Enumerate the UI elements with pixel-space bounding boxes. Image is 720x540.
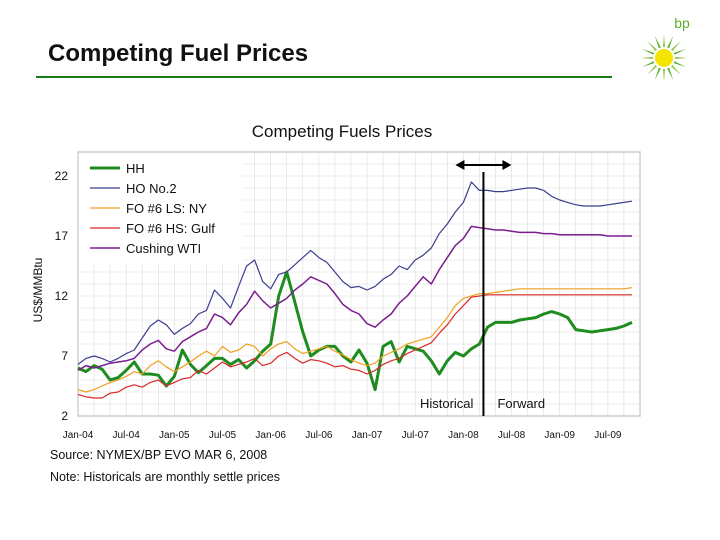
legend-label: HO No.2	[126, 181, 177, 196]
x-tick-label: Jan-04	[63, 430, 94, 441]
y-axis-label: US$/MMBtu	[31, 258, 45, 323]
x-tick-label: Jan-05	[159, 430, 190, 441]
legend: HH HO No.2 FO #6 LS: NY FO #6 HS: Gulf Cushi…	[79, 153, 243, 265]
logo-petal	[671, 48, 687, 56]
logo-petal	[647, 41, 659, 53]
chart-title: Competing Fuels Prices	[252, 122, 432, 141]
region-label-forward: Forward	[497, 396, 545, 411]
historicals-note: Note: Historicals are monthly settle pri…	[50, 470, 280, 484]
logo-petal	[654, 35, 662, 51]
y-tick-labels: 22 17 12 7 2	[55, 169, 69, 423]
series-line-hh	[77, 270, 633, 392]
x-tick-label: Jul-06	[305, 430, 333, 441]
series-line-ho-no-2	[77, 181, 633, 365]
logo-petal	[641, 48, 657, 56]
x-tick-label: Jul-07	[402, 430, 430, 441]
legend-label: HH	[126, 161, 145, 176]
x-tick-label: Jul-09	[594, 430, 622, 441]
legend-label: FO #6 LS: NY	[126, 201, 207, 216]
y-tick-label: 7	[61, 349, 68, 363]
x-tick-label: Jan-07	[352, 430, 383, 441]
logo-petal	[669, 41, 681, 53]
x-tick-label: Jan-09	[544, 430, 575, 441]
logo-petal	[641, 60, 657, 68]
logo-petal	[640, 56, 656, 60]
title-rule	[36, 76, 612, 78]
logo-text: bp	[674, 15, 690, 31]
series-lines	[77, 181, 633, 399]
logo-petal	[669, 63, 681, 75]
logo-petal	[662, 66, 666, 82]
x-tick-label: Jan-08	[448, 430, 479, 441]
x-tick-label: Jul-05	[209, 430, 237, 441]
series-line-cushing-wti	[77, 225, 632, 372]
x-tick-label: Jul-08	[498, 430, 526, 441]
series-line-fo-6-ls-ny	[77, 287, 633, 393]
logo-petal	[647, 63, 659, 75]
legend-label: FO #6 HS: Gulf	[126, 221, 215, 236]
legend-label: Cushing WTI	[126, 241, 201, 256]
logo-petal	[662, 34, 666, 50]
region-label-historical: Historical	[420, 396, 474, 411]
source-note: Source: NYMEX/BP EVO MAR 6, 2008	[50, 448, 268, 462]
logo-core	[655, 49, 673, 67]
legend-box	[79, 153, 243, 265]
y-tick-label: 12	[55, 289, 69, 303]
y-tick-label: 17	[55, 229, 69, 243]
logo-petal	[666, 65, 674, 81]
y-tick-label: 22	[55, 169, 69, 183]
series-line-fo-6-hs-gulf	[77, 294, 632, 399]
logo-petal	[654, 65, 662, 81]
arrow-left-head	[455, 160, 465, 170]
y-tick-label: 2	[61, 409, 68, 423]
arrow-right-head	[502, 160, 512, 170]
x-tick-label: Jan-06	[255, 430, 286, 441]
x-tick-labels: Jan-04 Jul-04 Jan-05 Jul-05 Jan-06 Jul-06 Jan-…	[63, 430, 622, 441]
logo-petal	[672, 56, 688, 60]
logo-petal	[671, 60, 687, 68]
x-tick-label: Jul-04	[113, 430, 141, 441]
slide-title: Competing Fuel Prices	[48, 40, 309, 67]
logo-petal	[666, 35, 674, 51]
forecast-divider: Historical Forward	[420, 160, 545, 416]
bp-helios-logo: bp	[640, 15, 690, 82]
